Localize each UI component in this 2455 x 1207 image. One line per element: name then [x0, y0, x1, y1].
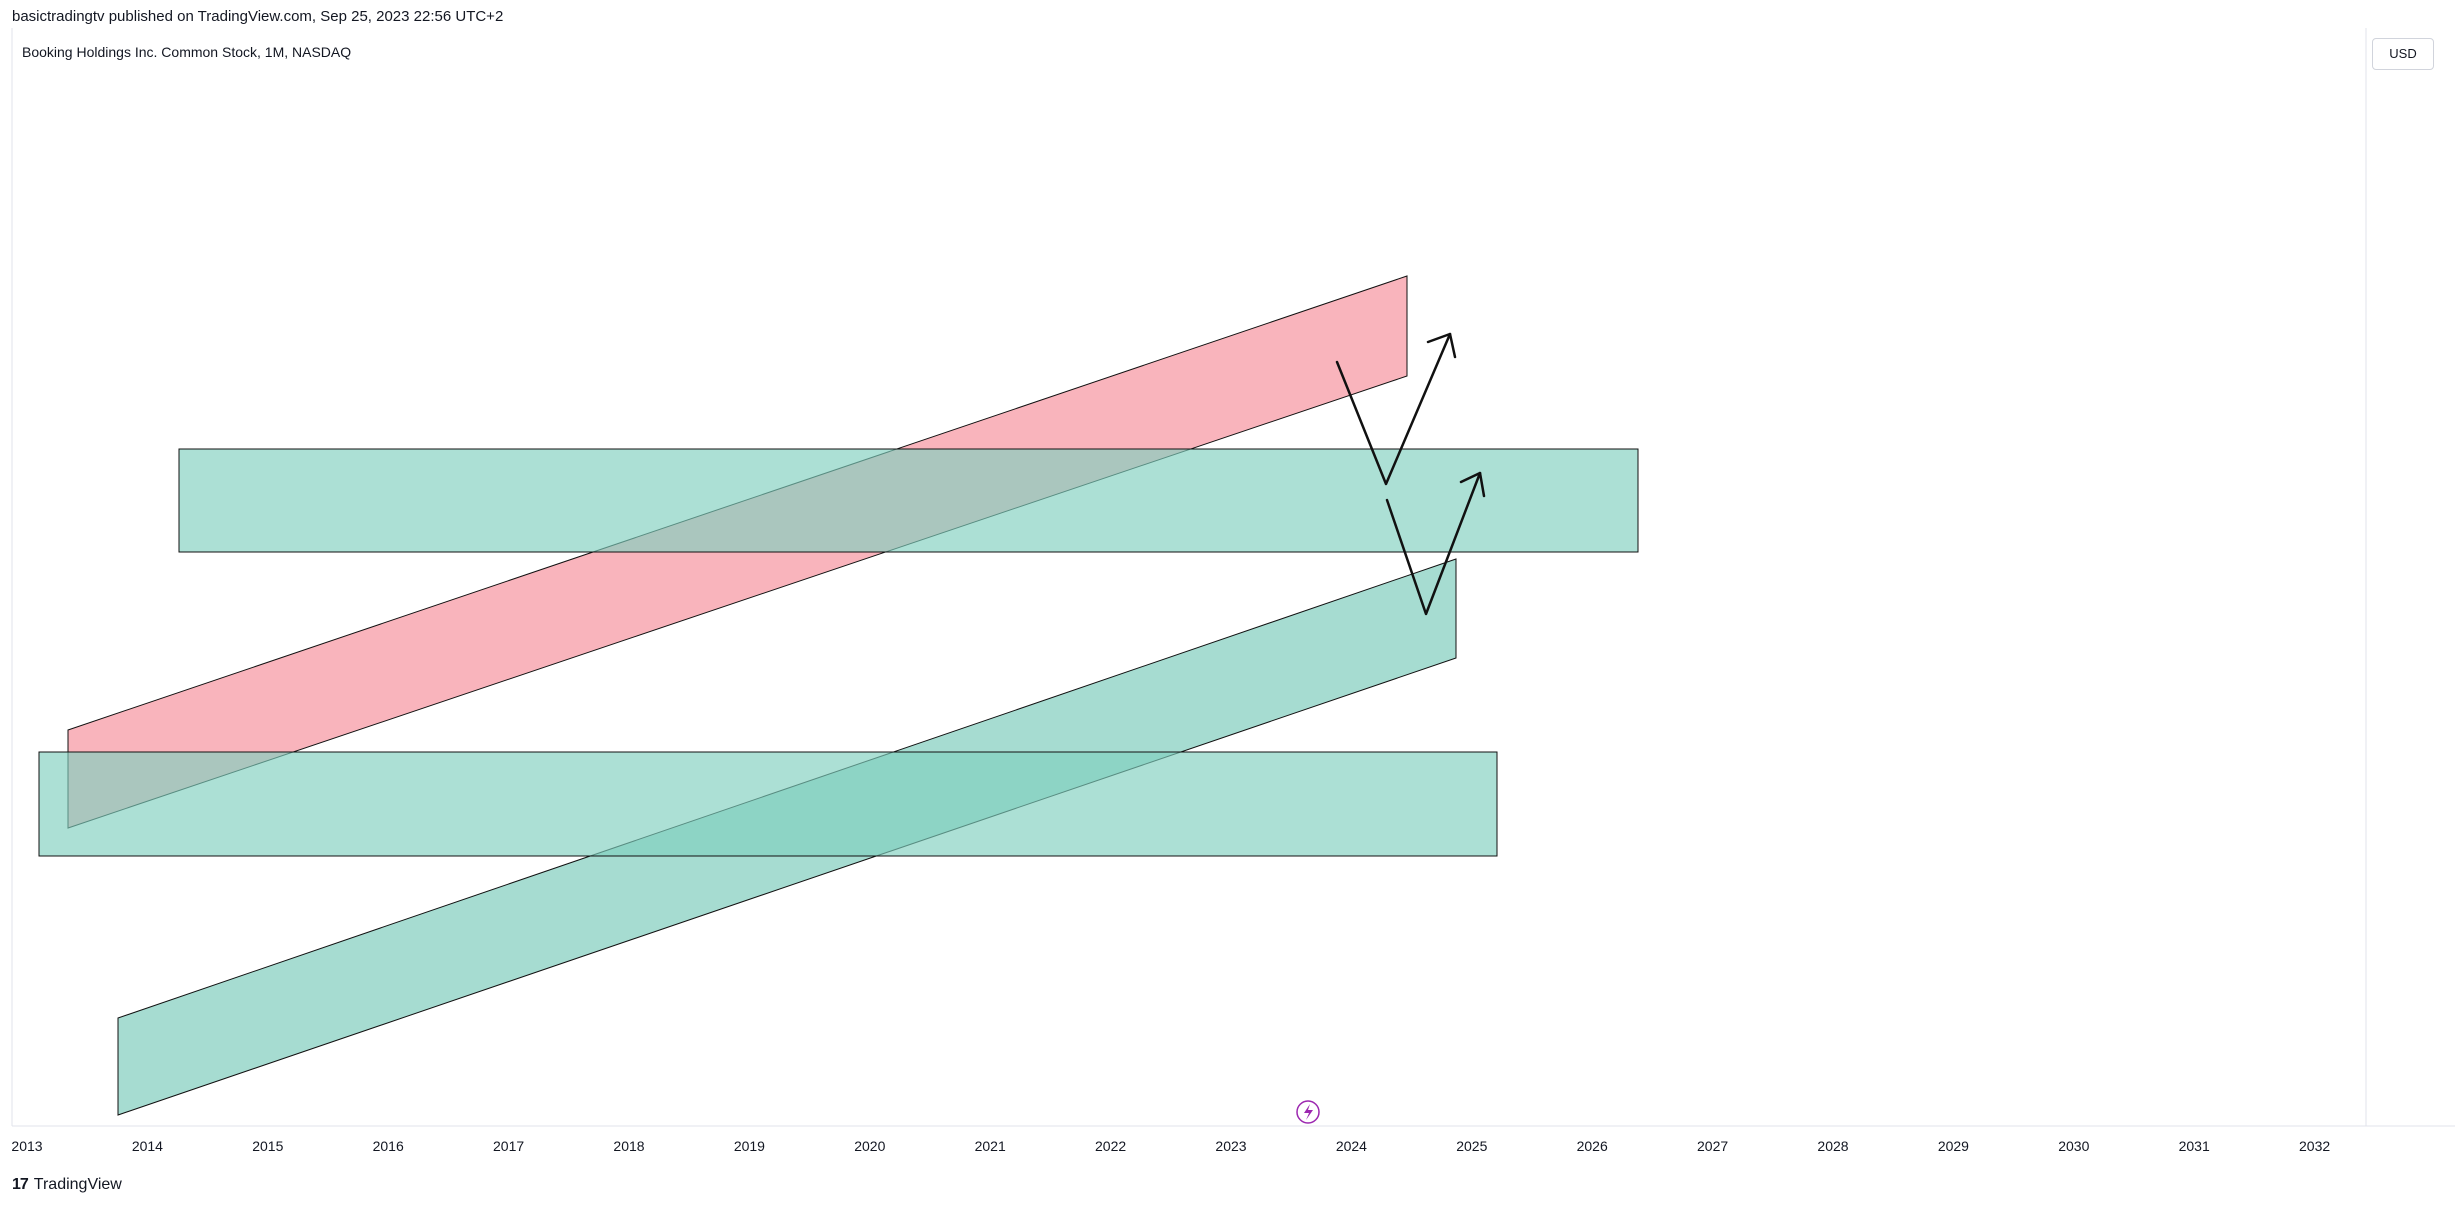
tradingview-logo[interactable]: 17 TradingView	[12, 1176, 122, 1194]
symbol-title[interactable]: Booking Holdings Inc. Common Stock, 1M, …	[22, 44, 352, 60]
lower-demand-zone[interactable]	[38, 751, 1498, 857]
currency-button[interactable]: USD	[2372, 38, 2434, 70]
time-tick-label: 2013	[11, 1138, 42, 1154]
time-tick-label: 2015	[252, 1138, 283, 1154]
time-axis[interactable]: 2013 2014 2015 2016 2017 2018 2019 2020 2021 2022…	[11, 1138, 2330, 1154]
time-tick-label: 2014	[132, 1138, 163, 1154]
time-tick-label: 2017	[493, 1138, 524, 1154]
time-tick-label: 2027	[1697, 1138, 1728, 1154]
time-tick-label: 2020	[854, 1138, 885, 1154]
time-tick-label: 2024	[1336, 1138, 1367, 1154]
lightning-bolt-icon	[1304, 1104, 1313, 1120]
time-tick-label: 2032	[2299, 1138, 2330, 1154]
time-tick-label: 2026	[1577, 1138, 1608, 1154]
time-tick-label: 2030	[2058, 1138, 2089, 1154]
projection-arrow-upper[interactable]	[1335, 332, 1452, 486]
time-tick-label: 2025	[1456, 1138, 1487, 1154]
time-tick-label: 2016	[373, 1138, 404, 1154]
projection-arrow-lower[interactable]	[1385, 471, 1482, 616]
projection-arrows	[1335, 332, 1486, 616]
time-tick-label: 2023	[1215, 1138, 1246, 1154]
tradingview-brand-label: TradingView	[33, 1176, 122, 1193]
drawings-layer	[38, 275, 1639, 1116]
time-tick-label: 2028	[1817, 1138, 1848, 1154]
time-tick-label: 2018	[613, 1138, 644, 1154]
publisher-line: basictradingtv published on TradingView.…	[12, 8, 504, 25]
time-tick-label: 2031	[2179, 1138, 2210, 1154]
arrow-head-upper	[1426, 332, 1457, 359]
tradingview-logo-icon: 17	[12, 1176, 29, 1193]
time-tick-label: 2019	[734, 1138, 765, 1154]
time-tick-label: 2029	[1938, 1138, 1969, 1154]
arrow-head-lower	[1459, 471, 1486, 498]
time-tick-label: 2021	[975, 1138, 1006, 1154]
upper-demand-zone[interactable]	[178, 448, 1639, 553]
time-tick-label: 2022	[1095, 1138, 1126, 1154]
